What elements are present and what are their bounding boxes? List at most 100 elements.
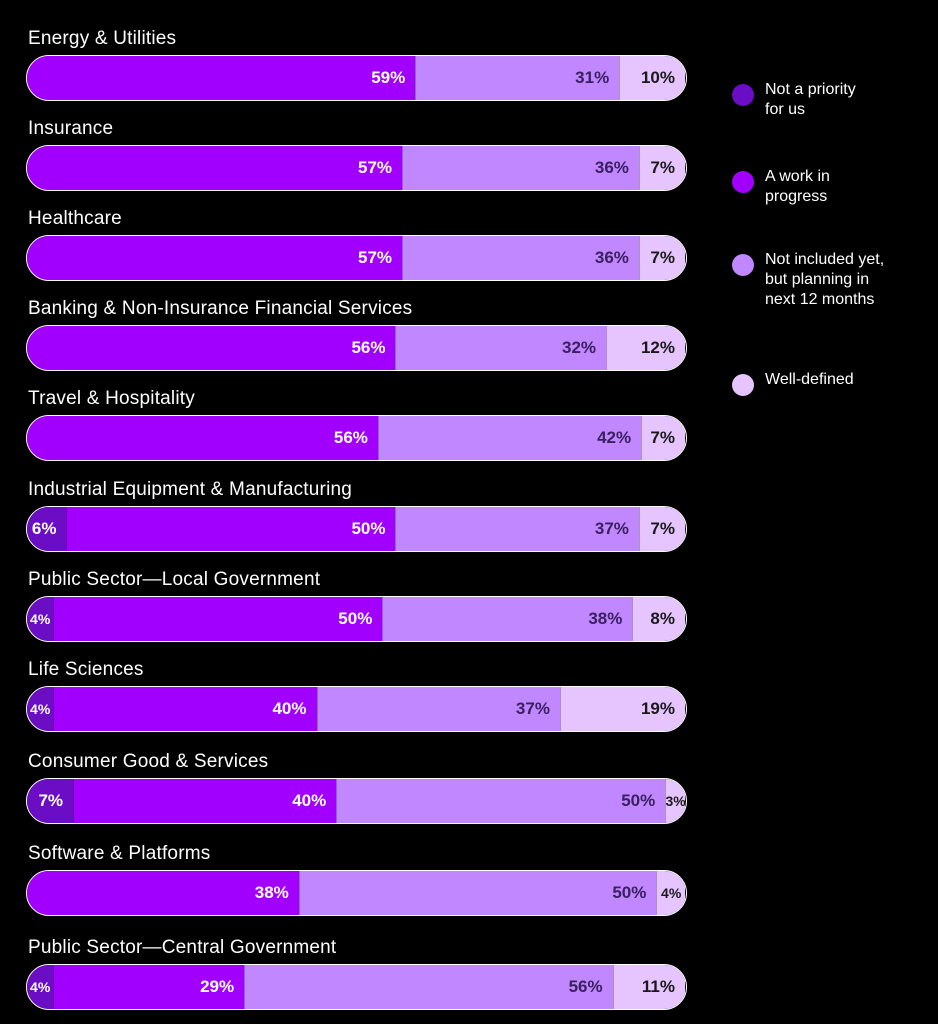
legend-swatch [732, 254, 754, 276]
data-label: 56% [351, 338, 386, 357]
bar-segment: 7% [638, 236, 685, 280]
data-label: 31% [575, 68, 610, 87]
stacked-bar: 7% 40% 50% 3% [26, 778, 687, 824]
legend-label: A work in progress [765, 168, 830, 205]
stacked-bar: 6% 50% 37% 7% [26, 506, 687, 552]
bar-segment: 7% [641, 416, 685, 460]
legend-label: Not included yet, but planning in next 12 … [765, 251, 885, 308]
category-label: Healthcare [28, 208, 122, 229]
data-label: 59% [371, 68, 406, 87]
data-label: 10% [640, 68, 675, 87]
bar-segment: 57% [27, 236, 403, 280]
data-label: 4% [30, 611, 51, 627]
data-label: 12% [640, 338, 675, 357]
category-label: Public Sector—Central Government [28, 937, 337, 958]
bar-segment: 57% [27, 146, 403, 190]
legend-swatch [732, 171, 754, 193]
legend-label: Well-defined [765, 371, 854, 388]
data-label: 3% [665, 793, 686, 809]
bar-segment: 29% [53, 965, 245, 1009]
bar-segment: 7% [638, 507, 685, 551]
data-label: 36% [594, 248, 629, 267]
bar-segment: 4% [27, 965, 54, 1009]
data-label: 11% [641, 977, 675, 996]
stacked-bar: 56% 42% 7% [26, 415, 687, 461]
data-label: 37% [594, 519, 629, 538]
bar-segment: 10% [619, 56, 685, 100]
data-label: 38% [254, 883, 289, 902]
bar-segment: 19% [559, 687, 685, 731]
data-label: 57% [358, 248, 393, 267]
bar-segment: 7% [638, 146, 685, 190]
bar-segment: 6% [27, 507, 67, 551]
data-label: 4% [661, 885, 682, 901]
data-label: 37% [515, 699, 550, 718]
category-label: Industrial Equipment & Manufacturing [28, 479, 353, 500]
bar-segment: 59% [27, 56, 416, 100]
data-label: 50% [612, 883, 647, 902]
data-label: 19% [640, 699, 675, 718]
data-label: 29% [200, 977, 235, 996]
bar-segment: 12% [606, 326, 685, 370]
stacked-bar: 57% 36% 7% [26, 235, 687, 281]
data-label: 50% [351, 519, 386, 538]
bar-segment: 37% [395, 507, 639, 551]
bar-segment: 50% [53, 597, 383, 641]
stacked-bar: 4% 50% 38% 8% [26, 596, 687, 642]
bar-segment: 38% [27, 871, 299, 915]
data-label: 8% [650, 609, 675, 628]
category-label: Insurance [28, 118, 114, 139]
data-label: 40% [272, 699, 307, 718]
stacked-bar: 59% 31% 10% [26, 55, 687, 101]
bar-segment: 40% [73, 779, 337, 823]
data-label: 57% [358, 158, 393, 177]
bar-segment: 4% [27, 687, 54, 731]
bar-segment: 31% [415, 56, 620, 100]
data-label: 38% [588, 609, 623, 628]
data-label: 56% [333, 428, 368, 447]
stacked-bar: 4% 40% 37% 19% [26, 686, 687, 732]
data-label: 50% [621, 791, 656, 810]
data-label: 40% [292, 791, 327, 810]
data-label: 7% [650, 519, 675, 538]
data-label: 6% [31, 519, 57, 538]
legend-swatch [732, 84, 754, 106]
data-label: 7% [650, 158, 675, 177]
bar-segment: 40% [53, 687, 317, 731]
data-label: 42% [597, 428, 632, 447]
data-label: 7% [650, 428, 675, 447]
stacked-bar: 38% 50% 4% [26, 870, 687, 916]
bar-segment: 56% [27, 326, 396, 370]
bar-segment: 42% [377, 416, 642, 460]
category-label: Banking & Non-Insurance Financial Servic… [28, 298, 413, 319]
data-label: 50% [338, 609, 373, 628]
bar-segment: 50% [336, 779, 666, 823]
data-label: 7% [650, 248, 675, 267]
category-label: Energy & Utilities [28, 28, 177, 49]
data-label: 36% [594, 158, 629, 177]
bar-segment: 50% [66, 507, 396, 551]
bar-segment: 36% [402, 146, 639, 190]
bar-segment: 50% [298, 871, 657, 915]
bar-segment: 38% [382, 597, 633, 641]
bar-segment: 56% [27, 416, 378, 460]
bar-segment: 37% [316, 687, 560, 731]
data-label: 56% [568, 977, 603, 996]
bar-segment: 11% [612, 965, 685, 1009]
bar-segment: 36% [402, 236, 639, 280]
bar-segment: 56% [244, 965, 613, 1009]
bar-segment: 3% [665, 779, 686, 823]
category-label: Travel & Hospitality [28, 388, 195, 409]
data-label: 4% [30, 979, 51, 995]
category-label: Software & Platforms [28, 843, 211, 864]
legend-label: Not a priority for us [765, 81, 856, 118]
bar-segment: 4% [27, 597, 54, 641]
bar-segment: 32% [395, 326, 607, 370]
data-label: 4% [30, 701, 51, 717]
category-label: Life Sciences [28, 659, 144, 680]
stacked-bar: 56% 32% 12% [26, 325, 687, 371]
bar-segment: 7% [27, 779, 74, 823]
category-label: Consumer Good & Services [28, 751, 269, 772]
bar-segment: 8% [632, 597, 685, 641]
